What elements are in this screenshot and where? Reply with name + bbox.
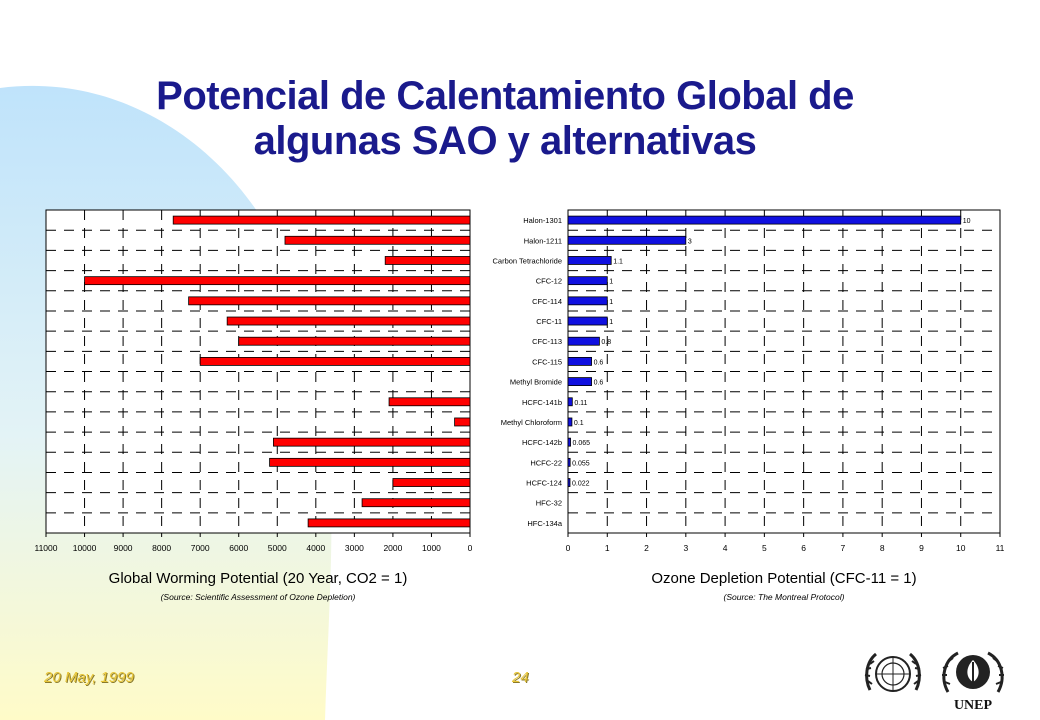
odp-bar — [567, 397, 573, 407]
odp-bar — [567, 437, 571, 447]
odp-data-label: 0.065 — [573, 440, 591, 447]
un-emblem-icon — [864, 652, 922, 692]
odp-tick-label: 2 — [644, 543, 649, 553]
gwp-tick-label: 0 — [468, 543, 473, 553]
gwp-tick-label: 10000 — [73, 543, 97, 553]
gwp-bar — [238, 336, 471, 346]
odp-bar — [567, 256, 612, 265]
odp-data-label: 0.6 — [594, 359, 604, 366]
gwp-axis-title: Global Worming Potential (20 Year, CO2 =… — [109, 570, 408, 587]
odp-category-label: Methyl Chloroform — [501, 418, 562, 427]
gwp-bar — [384, 256, 471, 265]
odp-bar — [567, 357, 592, 366]
gwp-bar — [199, 357, 471, 366]
odp-bar — [567, 336, 600, 346]
odp-bar — [567, 215, 962, 225]
odp-source-note: (Source: The Montreal Protocol) — [724, 592, 845, 602]
gwp-tick-label: 2000 — [383, 543, 402, 553]
odp-data-label: 1.1 — [613, 258, 623, 265]
odp-tick-label: 7 — [841, 543, 846, 553]
gwp-bar — [226, 316, 471, 326]
odp-category-label: CFC-114 — [532, 297, 562, 306]
odp-data-label: 0.8 — [601, 339, 611, 346]
odp-tick-label: 6 — [801, 543, 806, 553]
footer-date: 20 May, 1999 — [44, 669, 134, 686]
gwp-tick-label: 6000 — [229, 543, 248, 553]
odp-category-label: HCFC-124 — [526, 479, 562, 488]
odp-data-label: 1 — [609, 299, 613, 306]
gwp-bar — [454, 417, 471, 427]
gwp-bar — [388, 397, 471, 407]
odp-category-label: HCFC-22 — [530, 458, 562, 467]
odp-category-label: CFC-113 — [532, 337, 562, 346]
odp-tick-label: 5 — [762, 543, 767, 553]
odp-axis-title: Ozone Depletion Potential (CFC-11 = 1) — [651, 570, 916, 587]
odp-data-label: 0.022 — [572, 481, 590, 488]
odp-data-label: 0.055 — [572, 460, 590, 467]
odp-category-label: Halon-1211 — [524, 236, 562, 245]
slide-title-line1: Potencial de Calentamiento Global de — [156, 74, 854, 118]
gwp-bar — [84, 276, 471, 286]
gwp-tick-label: 5000 — [268, 543, 287, 553]
odp-bar — [567, 296, 608, 306]
unep-logo-icon: UNEP — [942, 651, 1004, 712]
odp-bar — [567, 478, 571, 487]
odp-bar — [567, 417, 573, 427]
odp-bar — [567, 276, 608, 286]
gwp-tick-label: 8000 — [152, 543, 171, 553]
gwp-tick-label: 7000 — [191, 543, 210, 553]
odp-data-label: 0.11 — [574, 400, 587, 407]
gwp-bar — [172, 215, 471, 225]
odp-data-label: 10 — [963, 218, 971, 225]
page-number: 24 — [512, 669, 529, 686]
odp-tick-label: 3 — [683, 543, 688, 553]
odp-category-label: CFC-115 — [532, 357, 562, 366]
gwp-bar — [269, 457, 471, 467]
odp-tick-label: 9 — [919, 543, 924, 553]
odp-category-label: CFC-11 — [536, 317, 562, 326]
gwp-bar — [284, 235, 471, 245]
odp-category-label: CFC-12 — [536, 277, 562, 286]
gwp-bar — [188, 296, 471, 306]
gwp-bar — [307, 518, 471, 528]
odp-category-label: HCFC-141b — [522, 398, 562, 407]
gwp-chart: 11000 10000 9000 8000 7000 6000 5000 4000 3000 20… — [34, 209, 473, 602]
odp-data-label: 0.6 — [594, 380, 604, 387]
gwp-tick-label: 11000 — [34, 543, 57, 553]
odp-tick-label: 10 — [956, 543, 966, 553]
odp-tick-label: 4 — [723, 543, 728, 553]
odp-category-label: HFC-134a — [527, 519, 562, 528]
odp-bar — [567, 316, 608, 326]
gwp-tick-label: 9000 — [114, 543, 133, 553]
unep-logo-text: UNEP — [954, 698, 993, 712]
gwp-bar — [392, 478, 471, 487]
odp-data-label: 1 — [609, 279, 613, 286]
odp-bar — [567, 457, 571, 467]
odp-category-label: Carbon Tetrachloride — [493, 256, 563, 265]
odp-data-label: 0.1 — [574, 420, 584, 427]
gwp-tick-label: 4000 — [306, 543, 325, 553]
slide-title-line2: algunas SAO y alternativas — [253, 119, 757, 163]
gwp-bar — [273, 437, 471, 447]
odp-bar — [567, 377, 592, 386]
odp-tick-label: 8 — [880, 543, 885, 553]
odp-data-label: 1 — [609, 319, 613, 326]
gwp-bar — [361, 498, 471, 508]
gwp-tick-label: 3000 — [345, 543, 364, 553]
odp-tick-label: 0 — [566, 543, 571, 553]
odp-category-label: HCFC-142b — [522, 438, 562, 447]
odp-bar — [567, 235, 687, 245]
odp-category-label: Methyl Bromide — [510, 378, 562, 387]
odp-data-label: 3 — [688, 238, 692, 245]
odp-tick-label: 11 — [996, 543, 1005, 553]
gwp-tick-label: 1000 — [422, 543, 441, 553]
odp-tick-label: 1 — [605, 543, 610, 553]
gwp-source-note: (Source: Scientific Assessment of Ozone … — [161, 592, 356, 602]
odp-category-label: Halon-1301 — [523, 216, 562, 225]
odp-category-label: HFC-32 — [536, 499, 562, 508]
